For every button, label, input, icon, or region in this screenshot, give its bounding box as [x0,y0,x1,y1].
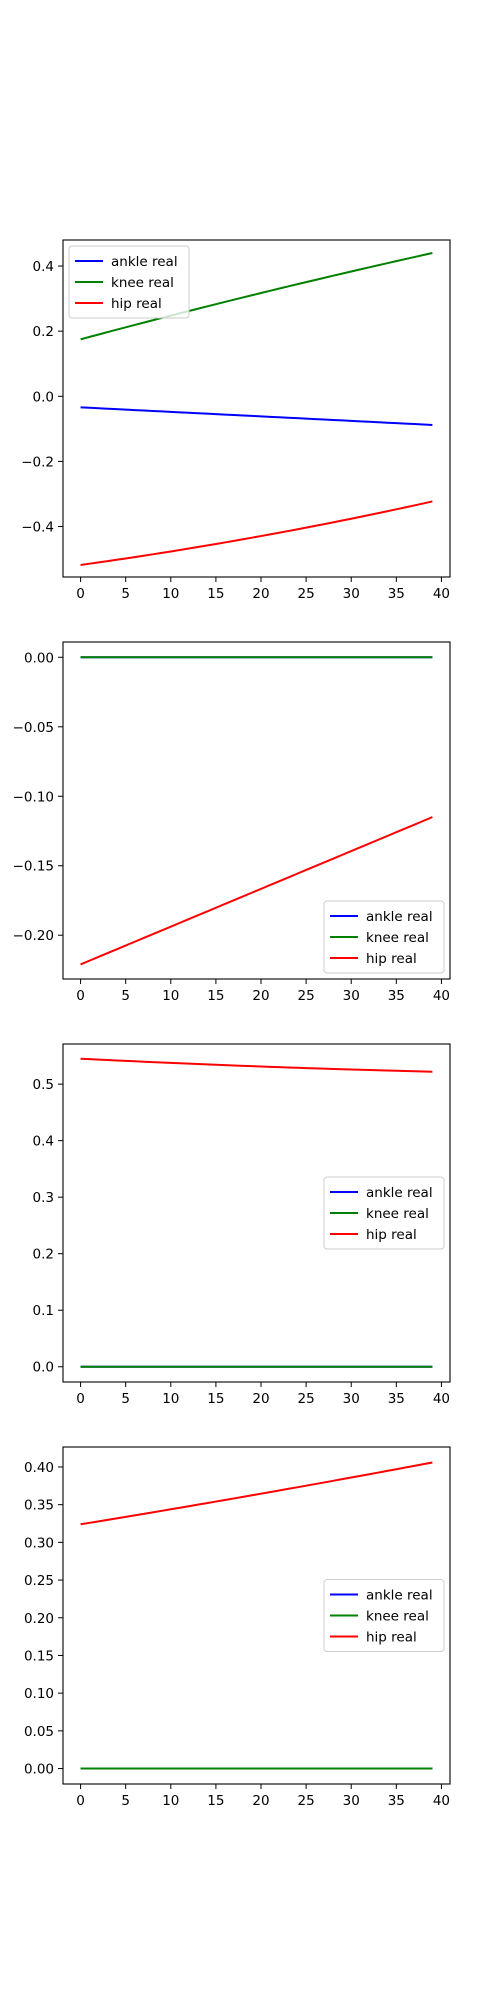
legend-label-ankle-real: ankle real [366,909,433,925]
legend-label-hip-real: hip real [366,951,417,967]
x-tick-label: 10 [162,586,179,602]
series-line-knee-real [80,252,433,341]
legend-label-hip-real: hip real [111,296,162,312]
legend-box [323,1579,445,1652]
y-tick-label: 0.10 [24,1686,54,1702]
x-tick-label: 35 [388,988,405,1004]
x-tick-label: 25 [298,1391,315,1407]
chart-panel-1: 0 5 10 15 20 25 30 35 40 −0.4 −0.2 0.0 0.2 0.4 ankle r… [21,239,451,602]
y-tick-label: −0.10 [13,789,54,805]
chart-panel-2: 0 5 10 15 20 25 30 35 40 −0.20 −0.15 −0.10 −0.05 0.00… [13,641,451,1004]
x-tick-label: 25 [298,1793,315,1809]
x-tick-label: 30 [343,1391,360,1407]
y-tick-label: 0.2 [33,1247,54,1263]
y-tick-label: 0.0 [33,1360,54,1376]
y-tick-label: 0.20 [24,1611,54,1627]
y-tick-label: 0.3 [33,1190,54,1206]
x-tick-label: 15 [207,988,224,1004]
legend-label-knee-real: knee real [366,1206,429,1222]
x-tick-label: 40 [433,1793,450,1809]
series-line-ankle-real [80,406,433,426]
y-tick-label: −0.05 [13,720,54,736]
y-tick-label: 0.15 [24,1648,54,1664]
legend-label-knee-real: knee real [111,275,174,291]
x-tick-label: 35 [388,1391,405,1407]
legend-label-hip-real: hip real [366,1630,417,1646]
legend: ankle real knee real hip real [323,1176,445,1250]
legend: ankle real knee real hip real [68,245,190,319]
x-tick-label: 15 [207,1391,224,1407]
x-tick-label: 20 [252,1391,269,1407]
y-tick-label: −0.4 [21,520,54,536]
x-tick-label: 20 [252,586,269,602]
y-tick-label: 0.00 [24,650,54,666]
x-tick-label: 40 [433,988,450,1004]
x-tick-label: 0 [76,988,85,1004]
plot-frame [62,641,451,980]
legend-label-ankle-real: ankle real [366,1185,433,1201]
y-tick-label: 0.5 [33,1077,54,1093]
y-tick-label: 0.00 [24,1762,54,1778]
x-tick-label: 15 [207,586,224,602]
y-tick-label: 0.1 [33,1303,54,1319]
series-line-hip-real [80,1057,433,1073]
x-tick-label: 5 [121,586,130,602]
x-tick-label: 20 [252,988,269,1004]
plot-frame [62,239,451,578]
x-tick-label: 0 [76,1793,85,1809]
series-line-hip-real [80,816,433,966]
y-tick-label: −0.20 [13,928,54,944]
series-line-hip-real [80,500,433,566]
y-tick-label: −0.15 [13,859,54,875]
x-tick-label: 5 [121,1391,130,1407]
chart-panel-4: 0 5 10 15 20 25 30 35 40 0.00 0.05 0.10 0.15 0.20 0.25… [24,1446,451,1809]
legend: ankle real knee real hip real [323,1579,445,1652]
x-tick-label: 10 [162,1793,179,1809]
y-tick-label: 0.0 [33,389,54,405]
plot-frame [62,1446,451,1785]
y-tick-label: 0.25 [24,1573,54,1589]
x-tick-label: 25 [298,988,315,1004]
y-tick-label: 0.4 [33,259,54,275]
x-tick-label: 25 [298,586,315,602]
x-tick-label: 30 [343,586,360,602]
y-tick-label: 0.2 [33,324,54,340]
legend-label-hip-real: hip real [366,1227,417,1243]
x-tick-label: 30 [343,988,360,1004]
x-tick-label: 35 [388,586,405,602]
x-tick-label: 10 [162,1391,179,1407]
y-tick-label: 0.05 [24,1724,54,1740]
series-line-hip-real [80,1461,433,1526]
x-tick-label: 10 [162,988,179,1004]
legend-label-ankle-real: ankle real [111,254,178,270]
x-tick-label: 40 [433,1391,450,1407]
x-tick-label: 40 [433,586,450,602]
y-tick-label: 0.4 [33,1134,54,1150]
y-tick-label: 0.30 [24,1535,54,1551]
x-tick-label: 30 [343,1793,360,1809]
x-tick-label: 20 [252,1793,269,1809]
legend: ankle real knee real hip real [323,900,445,974]
chart-panel-3: 0 5 10 15 20 25 30 35 40 0.0 0.1 0.2 0.3 0.4 0.5 ankle … [33,1043,451,1407]
x-tick-label: 15 [207,1793,224,1809]
legend-box [323,900,445,974]
legend-label-ankle-real: ankle real [366,1588,433,1604]
x-tick-label: 0 [76,1391,85,1407]
x-tick-label: 5 [121,988,130,1004]
x-tick-label: 0 [76,586,85,602]
y-tick-label: 0.40 [24,1460,54,1476]
y-tick-label: −0.2 [21,454,54,470]
legend-box [68,245,190,319]
legend-label-knee-real: knee real [366,930,429,946]
y-tick-label: 0.35 [24,1498,54,1514]
x-tick-label: 5 [121,1793,130,1809]
x-tick-label: 35 [388,1793,405,1809]
legend-box [323,1176,445,1250]
plot-frame [62,1043,451,1383]
legend-label-knee-real: knee real [366,1609,429,1625]
